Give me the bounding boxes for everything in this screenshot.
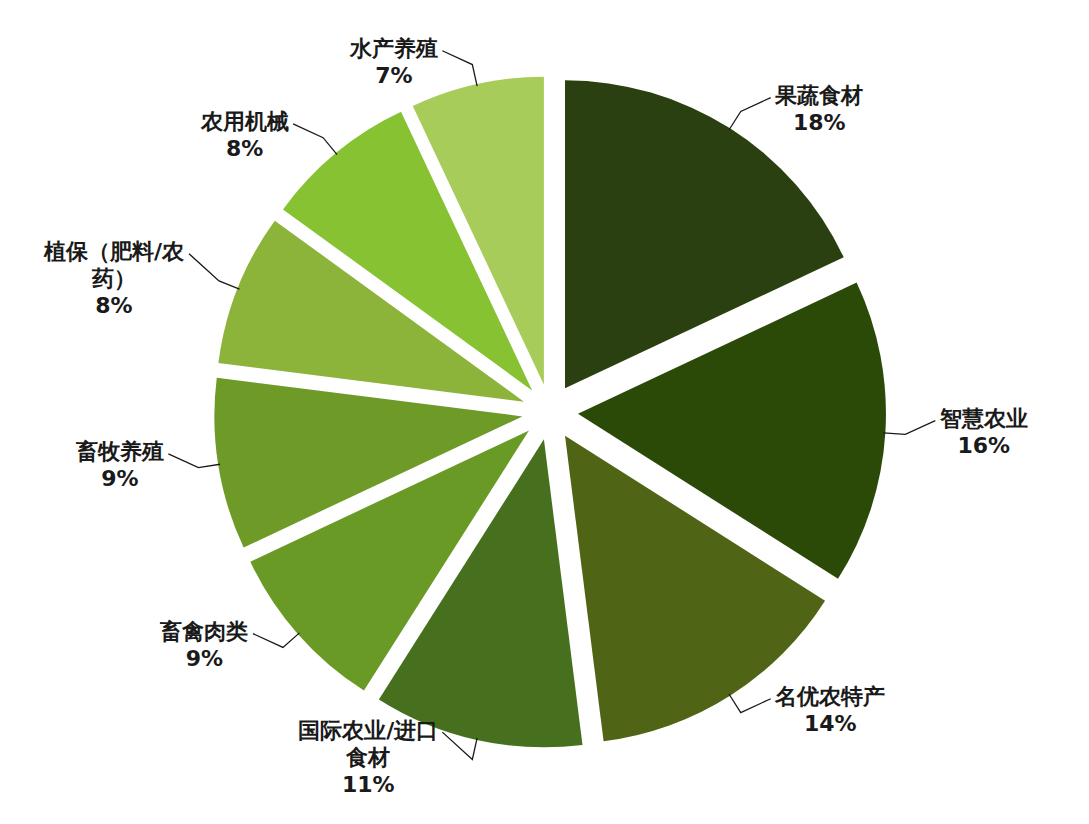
leader-line	[189, 254, 239, 289]
leader-line	[168, 454, 220, 468]
data-label: 8%	[226, 136, 263, 161]
chart: 果蔬食材18%智慧农业16%名优农特产14%国际农业/进口食材11%畜禽肉类9%…	[0, 0, 1089, 824]
data-label: 14%	[804, 711, 857, 736]
data-label: 11%	[342, 772, 395, 797]
slice-label: 名优农特产	[774, 684, 885, 709]
slice-label: 植保（肥料/农药）	[43, 239, 185, 291]
slice-label: 国际农业/进口食材	[298, 718, 438, 770]
slice-label: 果蔬食材	[774, 83, 863, 108]
pie-slice	[214, 378, 522, 548]
data-label: 18%	[793, 110, 846, 135]
leader-line	[729, 98, 771, 130]
pie-slice	[413, 77, 544, 385]
slice-label: 畜牧养殖	[75, 439, 164, 464]
data-label: 16%	[957, 433, 1010, 458]
leader-line	[883, 421, 935, 435]
slices	[214, 77, 886, 748]
slice-label: 畜禽肉类	[159, 619, 248, 644]
leader-line	[729, 694, 771, 713]
data-label: 7%	[375, 63, 412, 88]
slice-label: 智慧农业	[939, 406, 1028, 431]
labels: 果蔬食材18%智慧农业16%名优农特产14%国际农业/进口食材11%畜禽肉类9%…	[43, 36, 1028, 796]
slice-label: 水产养殖	[349, 36, 438, 61]
leader-line	[442, 51, 477, 86]
leader-line	[293, 124, 337, 155]
background	[0, 0, 1089, 824]
leader-line	[442, 732, 477, 759]
data-label: 8%	[95, 293, 132, 318]
leader-line	[253, 633, 300, 648]
data-label: 9%	[101, 466, 138, 491]
data-label: 9%	[186, 646, 223, 671]
slice-label: 农用机械	[200, 109, 289, 134]
